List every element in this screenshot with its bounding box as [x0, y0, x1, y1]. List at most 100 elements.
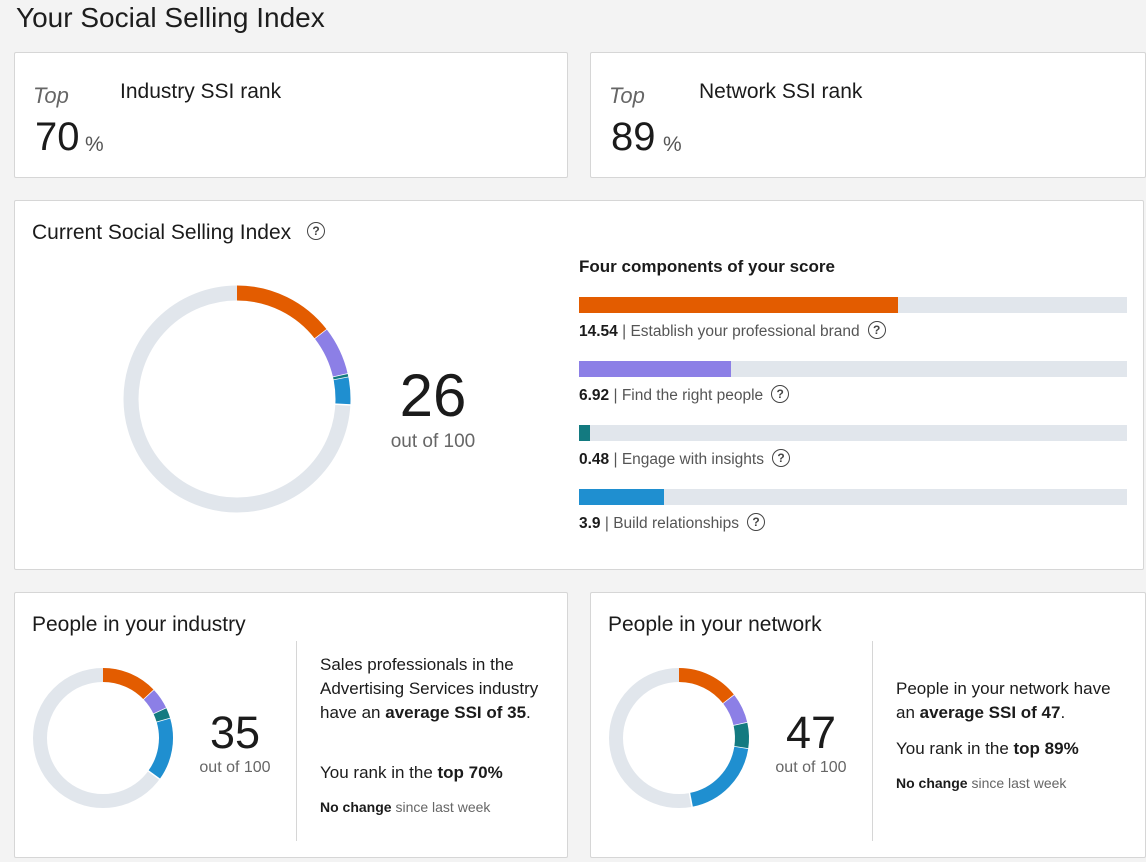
help-circle-icon[interactable]: ? [771, 449, 790, 468]
network-desc-bold: average SSI of 47 [919, 703, 1061, 722]
donut-segment-relationships [333, 377, 351, 405]
current-ssi-card: Current Social Selling Index ? 26 out of… [14, 200, 1144, 570]
current-ssi-donut [123, 285, 352, 513]
network-rank-bold: top 89% [1013, 739, 1079, 758]
industry-rank-label: Industry SSI rank [120, 80, 282, 103]
donut-segment-brand [102, 668, 155, 700]
industry-rank-bold: top 70% [437, 763, 503, 782]
network-change-line: No change since last week [896, 771, 1131, 795]
donut-segment-people [143, 690, 167, 715]
component-bar-fill [579, 361, 731, 377]
help-circle-icon[interactable]: ? [771, 385, 790, 404]
network-rank-text: You rank in the [896, 739, 1014, 758]
network-score-block: 47 out of 100 [771, 707, 851, 777]
network-desc-text: People in your network have an [896, 679, 1111, 722]
current-ssi-heading-text: Current Social Selling Index [32, 221, 292, 244]
network-score: 47 [785, 707, 837, 758]
component-label: 0.48 | Engage with insights? [579, 449, 790, 469]
page-title: Your Social Selling Index [16, 2, 325, 33]
network-rank-value: 89 [611, 115, 656, 159]
component-label: 6.92 | Find the right people? [579, 385, 790, 405]
network-rank-percent: % [663, 133, 682, 156]
current-ssi-score: 26 [399, 362, 467, 429]
industry-people-card: People in your industry 35 out of 100 Sa… [14, 592, 568, 858]
component-bar-track [579, 489, 1127, 505]
industry-description: Sales professionals in the Advertising S… [320, 653, 550, 725]
network-change-bold: No change [896, 775, 968, 791]
component-row-people: 6.92 | Find the right people? [579, 361, 1127, 411]
industry-rank-percent: % [85, 133, 104, 156]
industry-rank-line: You rank in the top 70% [320, 761, 550, 785]
industry-score: 35 [209, 707, 261, 758]
component-score: 0.48 [579, 451, 610, 468]
network-rank-card: Top 89 % Network SSI rank [590, 52, 1146, 178]
component-row-insights: 0.48 | Engage with insights? [579, 425, 1127, 475]
donut-segment-brand [678, 668, 735, 704]
component-bar-fill [579, 297, 898, 313]
component-name: Find the right people [621, 387, 764, 404]
donut-segment-relationships [689, 746, 749, 807]
industry-ssi-donut [33, 668, 173, 808]
donut-segment-gap [142, 688, 156, 701]
industry-people-heading: People in your industry [32, 613, 246, 636]
network-rank-top-label: Top [609, 83, 645, 108]
current-ssi-heading: Current Social Selling Index ? [32, 221, 325, 245]
donut-segment-gap [334, 403, 352, 406]
network-desc-end: . [1060, 703, 1066, 722]
donut-segment-relationships [148, 718, 173, 780]
donut-segment-gap [688, 791, 694, 808]
component-separator: | [609, 451, 622, 468]
industry-change-bold: No change [320, 799, 392, 815]
network-out-of: out of 100 [775, 759, 847, 776]
current-ssi-out-of: out of 100 [390, 431, 476, 452]
component-separator: | [600, 515, 614, 532]
component-score: 14.54 [579, 323, 618, 340]
help-circle-icon[interactable]: ? [747, 513, 765, 532]
industry-desc-text: Sales professionals in the Advertising S… [320, 655, 539, 722]
help-circle-icon[interactable]: ? [306, 222, 325, 241]
component-row-brand: 14.54 | Establish your professional bran… [579, 297, 1127, 347]
industry-score-block: 35 out of 100 [195, 707, 275, 777]
component-label: 3.9 | Build relationships? [579, 513, 765, 533]
component-bar-track [579, 425, 1127, 441]
industry-change-rest: since last week [391, 799, 491, 815]
component-row-relationships: 3.9 | Build relationships? [579, 489, 1127, 539]
industry-rank-text: You rank in the [320, 763, 438, 782]
donut-segment-insights [153, 708, 171, 723]
component-name: Build relationships [613, 515, 739, 532]
network-divider [872, 641, 873, 841]
component-separator: | [609, 387, 622, 404]
donut-segment-brand [236, 285, 327, 339]
component-name: Engage with insights [621, 451, 764, 468]
industry-divider [296, 641, 297, 841]
network-rank-line: You rank in the top 89% [896, 737, 1131, 761]
component-score: 3.9 [579, 515, 601, 532]
network-people-card: People in your network 47 out of 100 Peo… [590, 592, 1146, 858]
help-circle-icon[interactable]: ? [867, 321, 886, 340]
industry-desc-end: . [526, 703, 531, 722]
donut-segment-gap [147, 769, 161, 781]
industry-rank-card: Top 70 % Industry SSI rank [14, 52, 568, 178]
industry-rank-top-label: Top [33, 83, 69, 108]
component-separator: | [617, 323, 631, 340]
component-bar-track [579, 361, 1127, 377]
network-change-rest: since last week [967, 775, 1067, 791]
donut-segment-gap [332, 376, 350, 382]
component-score: 6.92 [579, 387, 610, 404]
donut-segment-insights [733, 722, 749, 749]
network-people-heading: People in your network [608, 613, 822, 636]
component-bar-track [579, 297, 1127, 313]
network-description: People in your network have an average S… [896, 677, 1131, 725]
industry-desc-bold: average SSI of 35 [385, 703, 527, 722]
component-bar-fill [579, 425, 590, 441]
components-title: Four components of your score [579, 257, 835, 276]
network-rank-label: Network SSI rank [699, 80, 863, 103]
component-label: 14.54 | Establish your professional bran… [579, 321, 886, 341]
industry-change-line: No change since last week [320, 795, 550, 819]
component-name: Establish your professional brand [630, 323, 860, 340]
donut-segment-people [314, 329, 348, 378]
network-ssi-donut [609, 668, 750, 808]
industry-out-of: out of 100 [199, 759, 271, 776]
donut-segment-people [723, 695, 748, 727]
industry-rank-value: 70 [35, 115, 80, 159]
